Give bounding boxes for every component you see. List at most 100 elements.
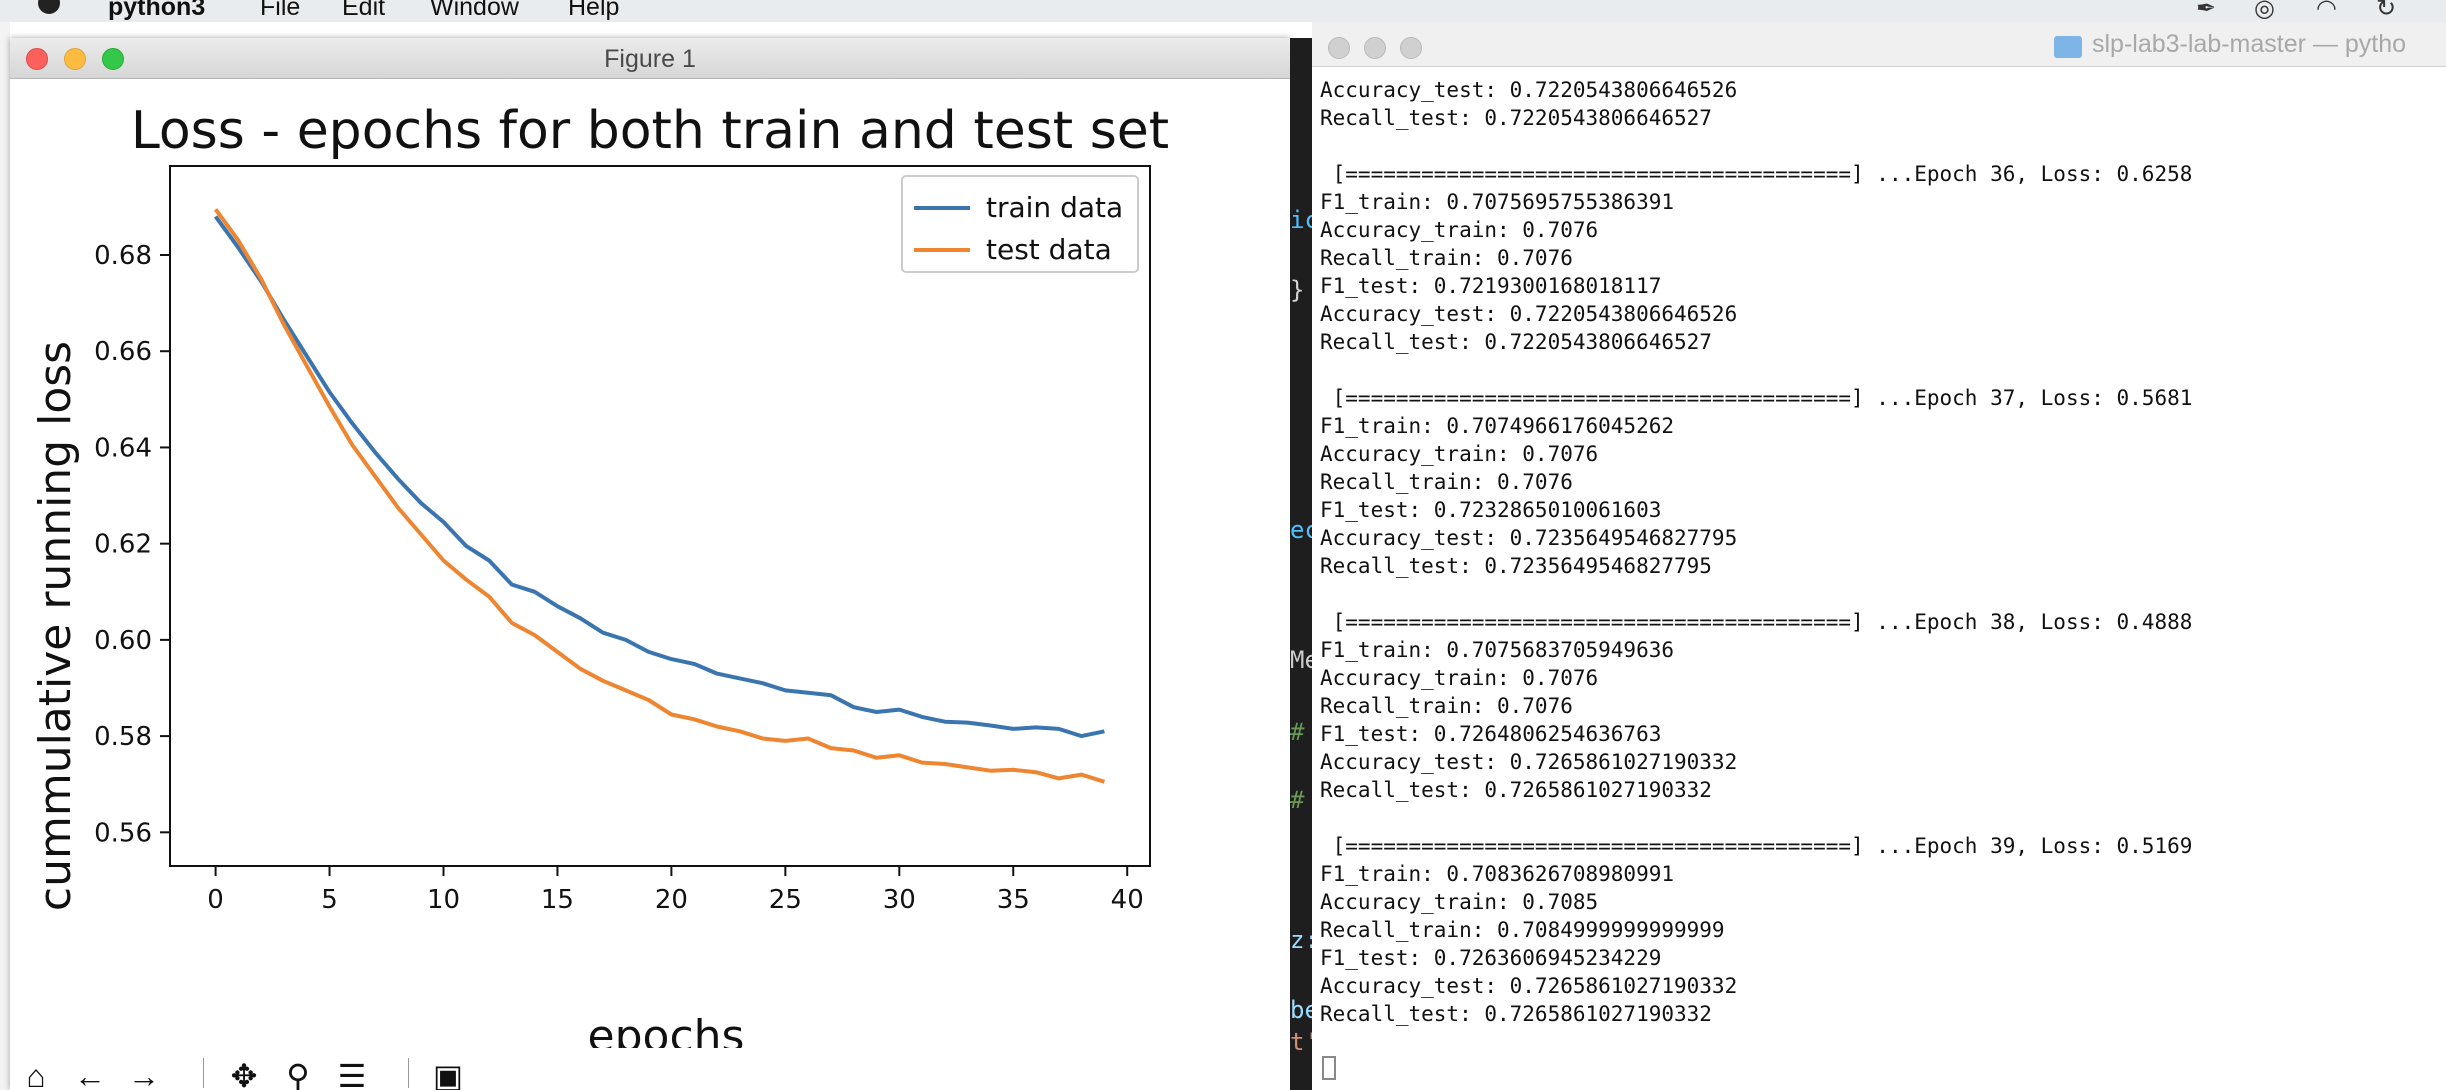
terminal-line: Recall_train: 0.7076 (1320, 694, 1573, 718)
code-fragment: } (1290, 276, 1305, 304)
plot-canvas: Loss - epochs for both train and test se… (30, 101, 1169, 1048)
wifi-icon[interactable]: ◠ (2316, 0, 2337, 22)
x-tick-label: 40 (1111, 885, 1144, 915)
terminal-line: Accuracy_train: 0.7085 (1320, 890, 1599, 914)
legend-label: train data (986, 191, 1123, 224)
folder-icon (2054, 36, 2082, 58)
code-fragment: be (1290, 996, 1312, 1024)
terminal-line: Accuracy_train: 0.7076 (1320, 218, 1599, 242)
legend-label: test data (986, 233, 1112, 266)
code-fragment: ec (1290, 516, 1312, 544)
series-line-train (213, 215, 1105, 739)
x-tick-label: 15 (541, 885, 574, 915)
code-fragment: t' (1290, 1028, 1312, 1056)
time-machine-icon[interactable]: ↻ (2376, 0, 2397, 22)
terminal-line: Accuracy_test: 0.7220543806646526 (1320, 78, 1738, 102)
terminal-cursor (1322, 1056, 1336, 1080)
axes: 0 5 10 15 20 25 30 35 40 0.56 0.58 0.60 0.62 0.64 0.66… (94, 165, 1151, 915)
creative-cloud-icon[interactable]: ◎ (2254, 0, 2275, 22)
save-icon[interactable]: ▣ (432, 1058, 464, 1090)
code-fragment: z: (1290, 926, 1312, 954)
terminal-line: Recall_test: 0.7220543806646527 (1320, 330, 1712, 354)
window-title: Figure 1 (604, 45, 696, 73)
zoom-icon[interactable]: ⚲ (286, 1058, 310, 1090)
feather-icon[interactable]: ✒ (2196, 0, 2217, 22)
terminal-line: Recall_test: 0.7265861027190332 (1320, 778, 1712, 802)
terminal-line: Recall_test: 0.7265861027190332 (1320, 1002, 1712, 1026)
menu-window[interactable]: Window (430, 0, 519, 21)
figure-titlebar[interactable]: Figure 1 (10, 38, 1290, 79)
x-tick-label: 20 (655, 885, 688, 915)
y-tick-label: 0.56 (94, 818, 152, 848)
terminal-line: [=======================================… (1320, 834, 2193, 858)
y-tick-label: 0.68 (94, 241, 152, 271)
terminal-line: F1_test: 0.7263606945234229 (1320, 946, 1662, 970)
code-fragment: Me (1290, 646, 1312, 674)
y-axis-label: cummulative running loss (30, 341, 81, 911)
y-tick-label: 0.60 (94, 626, 152, 656)
x-tick-label: 30 (883, 885, 916, 915)
code-fragment: # (1290, 786, 1305, 814)
close-button[interactable] (26, 48, 48, 70)
terminal-line (1320, 580, 2440, 608)
minimize-button[interactable] (64, 48, 86, 70)
zoom-button[interactable] (102, 48, 124, 70)
code-fragment: # (1290, 718, 1305, 746)
terminal-line: F1_train: 0.7083626708980991 (1320, 862, 1675, 886)
menu-file[interactable]: File (260, 0, 301, 21)
terminal-line: Accuracy_train: 0.7076 (1320, 666, 1599, 690)
menu-bar: python3 File Edit Window Help ✒ ◎ ◠ ↻ (0, 0, 2446, 22)
x-tick-label: 5 (321, 885, 338, 915)
figure-toolbar: ⌂ ← → ✥ ⚲ ☰ ▣ (10, 1048, 1290, 1090)
terminal-line: [=======================================… (1320, 610, 2193, 634)
background-window-edge (0, 22, 10, 1090)
toolbar-separator (408, 1058, 409, 1088)
terminal-line: F1_test: 0.7232865010061603 (1320, 498, 1662, 522)
figure-window: Figure 1 Loss - epochs for both train an… (10, 38, 1290, 1090)
x-axis-label: epochs (588, 1011, 745, 1048)
terminal-line (1320, 356, 2440, 384)
close-button[interactable] (1328, 37, 1350, 59)
code-fragment: ic (1290, 206, 1312, 234)
terminal-title: slp-lab3-lab-master — pytho (2092, 30, 2407, 58)
x-tick-label: 10 (427, 885, 460, 915)
y-tick-label: 0.62 (94, 530, 152, 560)
terminal-line: Recall_train: 0.7076 (1320, 246, 1573, 270)
terminal-line: [=======================================… (1320, 162, 2193, 186)
terminal-line: F1_train: 0.7074966176045262 (1320, 414, 1675, 438)
chart-title: Loss - epochs for both train and test se… (131, 101, 1169, 161)
toolbar-separator (203, 1058, 204, 1088)
home-icon[interactable]: ⌂ (26, 1058, 46, 1090)
zoom-button[interactable] (1400, 37, 1422, 59)
terminal-line (1320, 804, 2440, 832)
terminal-line: F1_test: 0.7219300168018117 (1320, 274, 1662, 298)
terminal-output[interactable]: Accuracy_test: 0.7220543806646526 Recall_… (1320, 76, 2440, 1028)
terminal-line: F1_test: 0.7264806254636763 (1320, 722, 1662, 746)
menu-app-name[interactable]: python3 (108, 0, 206, 21)
menu-edit[interactable]: Edit (342, 0, 386, 21)
terminal-line: Recall_train: 0.7076 (1320, 470, 1573, 494)
y-tick-label: 0.58 (94, 722, 152, 752)
apple-menu-icon[interactable] (38, 0, 60, 14)
terminal-line: Recall_test: 0.7220543806646527 (1320, 106, 1712, 130)
x-tick-label: 25 (769, 885, 802, 915)
terminal-line: Recall_test: 0.7235649546827795 (1320, 554, 1712, 578)
terminal-line (1320, 132, 2440, 160)
forward-arrow-icon[interactable]: → (128, 1058, 160, 1090)
terminal-line: Accuracy_test: 0.7265861027190332 (1320, 974, 1738, 998)
y-tick-label: 0.66 (94, 337, 152, 367)
x-tick-label: 35 (997, 885, 1030, 915)
terminal-titlebar[interactable]: slp-lab3-lab-master — pytho (1312, 22, 2446, 67)
background-editor-strip: ic } ec Me # # z: be t' (1290, 38, 1312, 1090)
series-line-test (213, 208, 1106, 784)
plot-frame (169, 165, 1151, 867)
minimize-button[interactable] (1364, 37, 1386, 59)
back-arrow-icon[interactable]: ← (74, 1058, 106, 1090)
menu-help[interactable]: Help (568, 0, 620, 21)
terminal-line: Accuracy_train: 0.7076 (1320, 442, 1599, 466)
terminal-line: Accuracy_test: 0.7265861027190332 (1320, 750, 1738, 774)
configure-icon[interactable]: ☰ (337, 1058, 367, 1090)
pan-icon[interactable]: ✥ (230, 1058, 258, 1090)
y-tick-label: 0.64 (94, 433, 152, 463)
terminal-line: [=======================================… (1320, 386, 2193, 410)
